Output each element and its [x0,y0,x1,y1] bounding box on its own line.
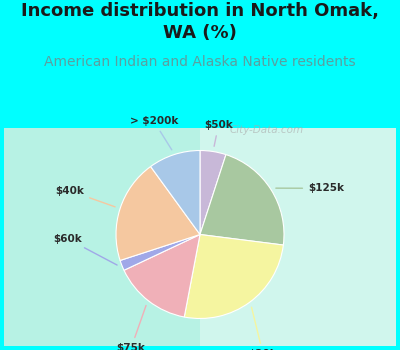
Text: City-Data.com: City-Data.com [230,125,304,135]
Text: > $200k: > $200k [130,116,178,150]
Wedge shape [184,234,283,318]
Wedge shape [120,234,200,270]
Wedge shape [200,150,226,234]
FancyBboxPatch shape [4,128,396,346]
Text: $125k: $125k [276,183,344,193]
Text: $60k: $60k [53,234,117,265]
Wedge shape [116,167,200,260]
Text: $75k: $75k [117,306,146,350]
Text: $20k: $20k [249,307,277,350]
Text: $50k: $50k [204,120,233,146]
FancyBboxPatch shape [200,128,396,346]
Wedge shape [200,155,284,245]
Text: American Indian and Alaska Native residents: American Indian and Alaska Native reside… [44,55,356,69]
Text: $40k: $40k [55,186,115,207]
Text: Income distribution in North Omak,
WA (%): Income distribution in North Omak, WA (%… [21,2,379,42]
Wedge shape [151,150,200,234]
Wedge shape [124,234,200,317]
